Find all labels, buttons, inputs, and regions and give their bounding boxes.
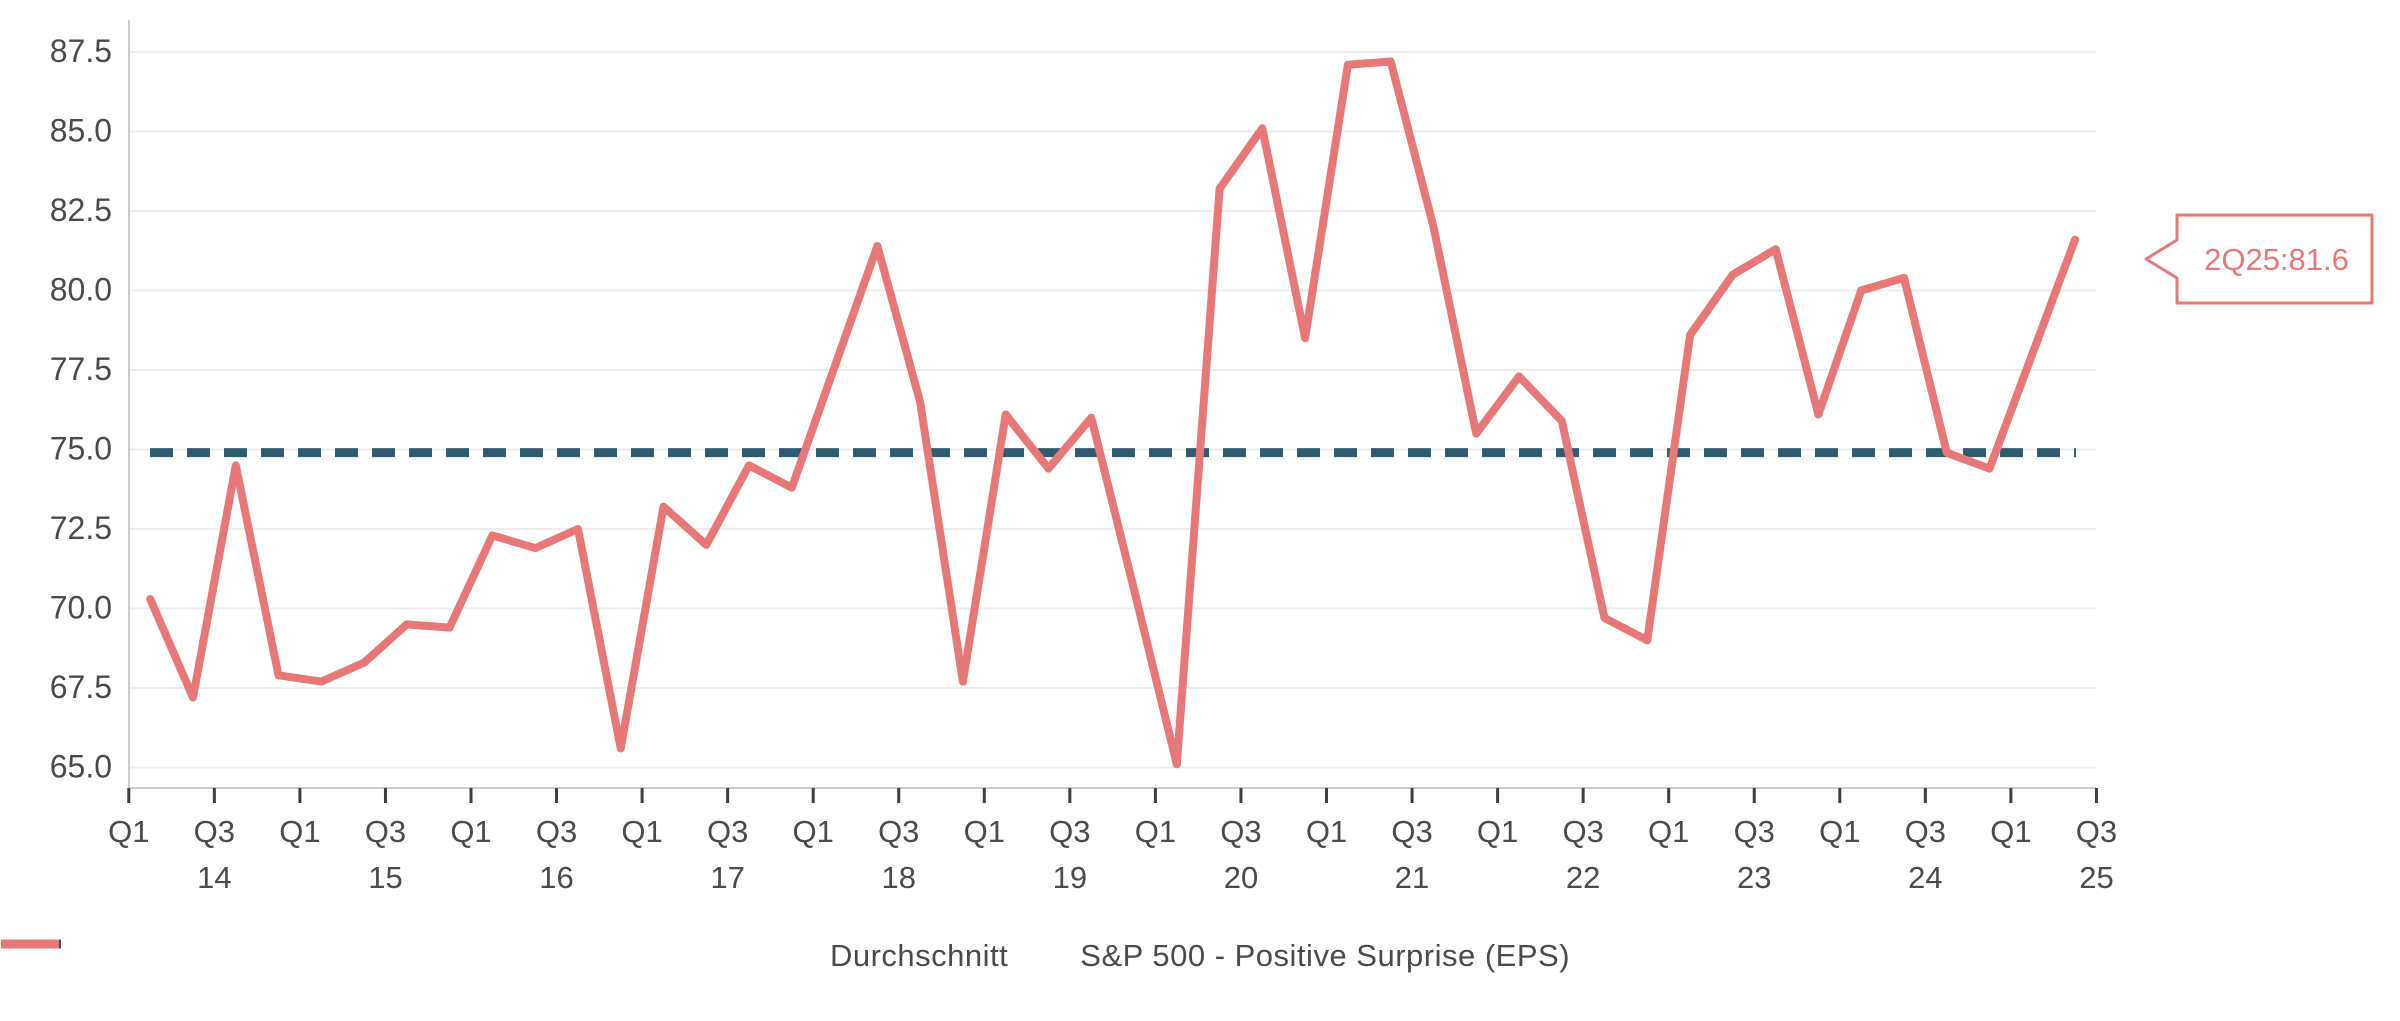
y-axis-tick-label: 77.5 xyxy=(50,351,112,387)
x-axis-quarter-label: Q3 xyxy=(1562,814,1603,849)
x-axis-quarter-label: Q1 xyxy=(279,814,320,849)
legend-line-swatch-icon xyxy=(1,939,59,949)
chart-legend: Durchschnitt S&P 500 - Positive Surprise… xyxy=(0,938,2400,974)
legend-item-sp500[interactable]: S&P 500 - Positive Surprise (EPS) xyxy=(1,938,1571,974)
x-axis-year-label: 17 xyxy=(710,860,744,895)
y-axis-tick-label: 80.0 xyxy=(50,272,112,308)
x-axis-quarter-label: Q3 xyxy=(1220,814,1261,849)
y-axis-tick-label: 72.5 xyxy=(50,510,112,546)
x-axis-quarter-label: Q1 xyxy=(1648,814,1689,849)
x-axis-year-label: 23 xyxy=(1737,860,1771,895)
x-axis-quarter-label: Q3 xyxy=(536,814,577,849)
x-axis-year-label: 16 xyxy=(539,860,573,895)
x-axis-quarter-label: Q3 xyxy=(1049,814,1090,849)
legend-item-durchschnitt[interactable]: Durchschnitt xyxy=(1,938,1009,974)
x-axis-year-label: 18 xyxy=(882,860,916,895)
x-axis-quarter-label: Q1 xyxy=(450,814,491,849)
x-axis-quarter-label: Q3 xyxy=(1734,814,1775,849)
x-axis-quarter-label: Q3 xyxy=(2076,814,2117,849)
y-axis-tick-label: 85.0 xyxy=(50,113,112,149)
x-axis-quarter-label: Q1 xyxy=(108,814,149,849)
x-axis-quarter-label: Q3 xyxy=(878,814,919,849)
x-axis-year-label: 19 xyxy=(1053,860,1087,895)
x-axis-quarter-label: Q1 xyxy=(964,814,1005,849)
x-axis-quarter-label: Q3 xyxy=(194,814,235,849)
x-axis-quarter-label: Q1 xyxy=(1135,814,1176,849)
y-axis-tick-label: 67.5 xyxy=(50,669,112,705)
x-axis-year-label: 20 xyxy=(1224,860,1258,895)
x-axis-quarter-label: Q1 xyxy=(1306,814,1347,849)
x-axis-year-label: 22 xyxy=(1566,860,1600,895)
x-axis-quarter-label: Q3 xyxy=(365,814,406,849)
series-line-sp500 xyxy=(146,57,2080,769)
legend-label-sp500: S&P 500 - Positive Surprise (EPS) xyxy=(1080,938,1571,973)
y-axis-tick-label: 87.5 xyxy=(50,33,112,69)
x-axis-year-label: 24 xyxy=(1908,860,1942,895)
y-axis-tick-label: 75.0 xyxy=(50,431,112,467)
y-axis-tick-label: 65.0 xyxy=(50,749,112,785)
last-value-callout xyxy=(2144,213,2374,305)
x-axis-year-label: 15 xyxy=(368,860,402,895)
y-axis-tick-label: 70.0 xyxy=(50,590,112,626)
callout-label: 2Q25:81.6 xyxy=(2204,242,2349,277)
x-axis-quarter-label: Q1 xyxy=(793,814,834,849)
legend-label-durchschnitt: Durchschnitt xyxy=(829,938,1009,973)
x-axis-quarter-label: Q1 xyxy=(1819,814,1860,849)
x-axis-quarter-label: Q1 xyxy=(621,814,662,849)
x-axis-quarter-label: Q1 xyxy=(1477,814,1518,849)
x-axis-year-label: 21 xyxy=(1395,860,1429,895)
x-axis-year-label: 25 xyxy=(2079,860,2113,895)
x-axis-year-label: 14 xyxy=(197,860,231,895)
y-axis-tick-label: 82.5 xyxy=(50,192,112,228)
x-axis-quarter-label: Q3 xyxy=(1391,814,1432,849)
x-axis-quarter-label: Q1 xyxy=(1990,814,2031,849)
x-axis-quarter-label: Q3 xyxy=(707,814,748,849)
x-axis-quarter-label: Q3 xyxy=(1905,814,1946,849)
